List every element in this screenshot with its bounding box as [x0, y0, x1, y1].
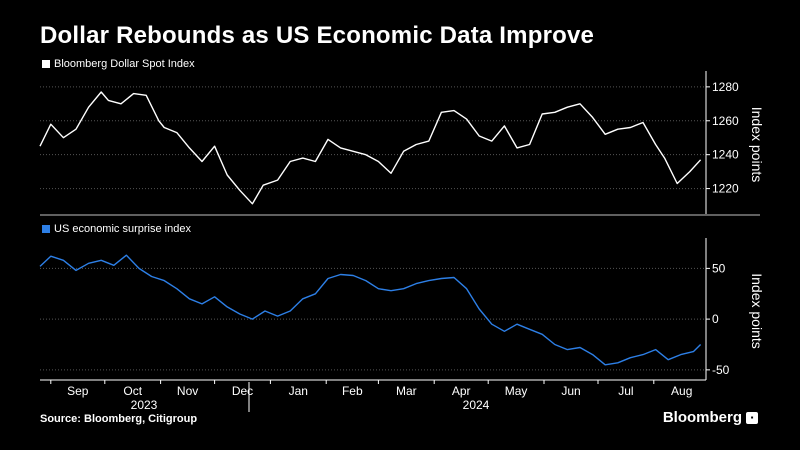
legend-surprise: US economic surprise index: [42, 223, 191, 235]
xtick-label-5: Feb: [342, 384, 363, 398]
year-label-2024: 2024: [463, 398, 490, 412]
xtick-label-0: Sep: [67, 384, 89, 398]
xtick-label-10: Jul: [618, 384, 633, 398]
chart-title: Dollar Rebounds as US Economic Data Impr…: [40, 22, 595, 49]
xtick-label-8: May: [505, 384, 528, 398]
ytick-label-surprise-0: -50: [712, 363, 730, 377]
ytick-label-surprise-1: 0: [712, 312, 719, 326]
legend-surprise-label: US economic surprise index: [54, 223, 191, 235]
xtick-label-9: Jun: [561, 384, 580, 398]
xtick-label-2: Nov: [177, 384, 198, 398]
brand-name: Bloomberg: [662, 409, 742, 426]
ytick-label-surprise-2: 50: [712, 261, 726, 275]
series-line-surprise: [39, 254, 702, 366]
legend-dollar-swatch: [42, 60, 50, 68]
xtick-label-1: Oct: [123, 384, 142, 398]
ytick-label-dollar-2: 1260: [712, 114, 739, 128]
brand-badge-icon: ▪: [746, 411, 758, 424]
xtick-label-11: Aug: [671, 384, 692, 398]
series-line-dollar: [39, 91, 702, 205]
source-note: Source: Bloomberg, Citigroup: [40, 413, 198, 425]
ytick-label-dollar-1: 1240: [712, 148, 739, 162]
xtick-label-6: Mar: [396, 384, 417, 398]
y-axis-title-surprise: Index points: [749, 273, 765, 349]
xtick-label-7: Apr: [452, 384, 471, 398]
ytick-label-dollar-0: 1220: [712, 182, 739, 196]
legend-dollar: Bloomberg Dollar Spot Index: [42, 58, 195, 70]
year-label-2023: 2023: [131, 398, 158, 412]
brand-logo: Bloomberg ▪: [663, 409, 758, 426]
legend-surprise-swatch: [42, 225, 50, 233]
y-axis-title-dollar: Index points: [749, 107, 765, 183]
ytick-label-dollar-3: 1280: [712, 80, 739, 94]
xtick-label-3: Dec: [232, 384, 253, 398]
xtick-label-4: Jan: [289, 384, 308, 398]
legend-dollar-label: Bloomberg Dollar Spot Index: [54, 58, 195, 70]
